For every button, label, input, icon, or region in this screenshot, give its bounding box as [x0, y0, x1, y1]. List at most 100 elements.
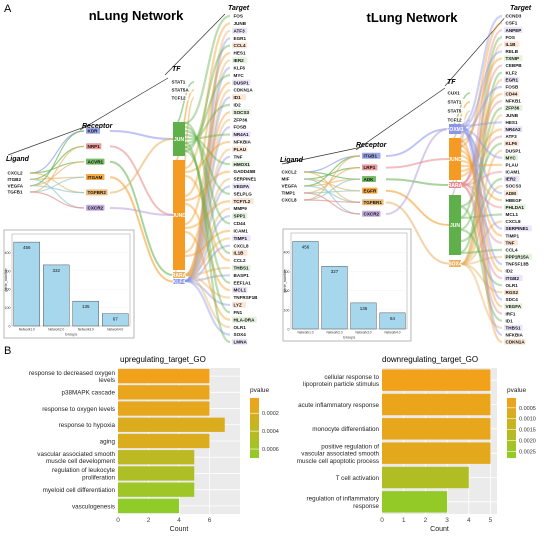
network-link: [460, 228, 503, 287]
target-node-label: IL1B: [234, 251, 245, 256]
network-link: [184, 273, 231, 329]
tlung-gene-number-chart: 0 100 200 300 400 456 Network1.0 327 Network2.0 1…: [282, 228, 412, 342]
ligand-node-box: [280, 182, 299, 189]
target-node-label: RGS2: [506, 290, 519, 295]
go-legend-tick-label: 0.0015: [519, 428, 536, 434]
target-node-box: [504, 90, 520, 97]
network-link: [184, 37, 231, 283]
target-node-label: HBEGF: [506, 198, 522, 203]
target-node-box: [232, 301, 246, 308]
target-node-box: [232, 309, 246, 316]
inset-y-tick-label: 100: [5, 306, 11, 310]
inset-y-tick-label: 0: [288, 328, 290, 332]
hub-node-label: JUND: [172, 213, 186, 219]
target-node-label: OLR1: [506, 283, 519, 288]
target-node-box: [504, 275, 523, 282]
target-node-box: [232, 123, 248, 130]
network-link: [184, 148, 231, 277]
target-node-box: [232, 205, 248, 212]
network-link: [303, 155, 361, 201]
up-go-title: upregulating_target_GO: [120, 355, 206, 364]
network-link: [460, 128, 503, 266]
target-node-box: [504, 41, 520, 48]
go-bar: [118, 498, 179, 514]
network-link: [184, 140, 231, 174]
go-bar: [382, 369, 491, 391]
go-x-tick-label: 4: [177, 517, 181, 524]
go-x-tick-label: 4: [467, 517, 471, 524]
target-node-box: [504, 19, 520, 26]
network-link: [184, 229, 231, 258]
network-link: [385, 158, 450, 169]
go-bar: [382, 418, 491, 440]
receptor-node-label: TGFBR1: [364, 200, 383, 205]
inset-y-tick-label: 300: [284, 270, 290, 274]
target-node-label: RELB: [506, 49, 519, 54]
tf-node-box: [446, 107, 465, 114]
target-node-label: HMOX1: [234, 162, 251, 167]
inset-y-axis-title: gene_number: [283, 269, 287, 293]
go-legend-tick-label: 0.0020: [519, 439, 536, 445]
target-node-label: VEGFA: [506, 304, 522, 309]
inset-x-tick-label: Network4.0: [384, 331, 400, 335]
hub-node-bar: [173, 272, 185, 278]
go-legend-colorbar: [507, 398, 516, 458]
tf-node-box: [446, 116, 465, 123]
target-node-box: [232, 131, 251, 138]
go-x-tick-label: 0: [380, 517, 384, 524]
target-node-label: CCL2: [234, 258, 246, 263]
target-node-box: [232, 138, 254, 145]
target-node-box: [232, 294, 260, 301]
inset-value-label: 135: [82, 304, 90, 309]
network-link: [460, 123, 503, 301]
target-node-label: CCND3: [506, 14, 522, 19]
go-bar: [382, 442, 491, 464]
tf-node-label: TCF12: [448, 118, 462, 123]
receptor-node-box: [86, 189, 108, 196]
network-link: [460, 125, 503, 230]
go-bar: [118, 433, 210, 449]
go-bar: [118, 385, 210, 400]
target-node-label: DUSP1: [506, 148, 522, 153]
hub-node-bar: [173, 160, 185, 270]
target-node-label: CSF1: [506, 21, 518, 26]
network-link: [184, 88, 231, 277]
go-term-label: positive regulation of: [321, 443, 379, 450]
target-node-box: [504, 310, 520, 317]
network-link: [460, 181, 503, 244]
target-node-box: [232, 146, 248, 153]
nlung-sankey-network: JUNJUNDRARAKLF4CXCL2ITGB2VEGFATGFB1KDRNR…: [6, 12, 260, 345]
go-term-label: response to hypoxia: [59, 422, 116, 429]
target-node-label: PLAU: [234, 147, 247, 152]
target-node-label: LMNA: [234, 340, 248, 345]
network-link: [460, 57, 503, 143]
hub-node-bar: [449, 195, 461, 255]
target-node-box: [504, 69, 520, 76]
target-node-label: CDKN1A: [234, 88, 254, 93]
target-node-box: [504, 260, 532, 267]
target-node-box: [232, 116, 251, 123]
target-node-label: ICAM1: [506, 170, 521, 175]
go-x-tick-label: 2: [424, 517, 428, 524]
go-legend-tick-label: 0.0004: [262, 429, 279, 435]
target-node-label: FOS: [506, 35, 515, 40]
network-link: [29, 185, 85, 194]
network-link: [184, 214, 231, 283]
ligand-node-box: [280, 189, 299, 196]
target-node-box: [504, 225, 532, 232]
inset-bar: [13, 241, 40, 327]
network-link: [460, 170, 503, 187]
network-link: [184, 96, 231, 283]
inset-bar: [102, 313, 129, 327]
tf-node-box: [170, 78, 189, 85]
target-node-label: BASP1: [234, 273, 250, 278]
target-node-box: [232, 198, 254, 205]
go-term-label: T cell activation: [336, 475, 380, 482]
target-node-box: [504, 239, 518, 246]
target-node-label: MCL1: [234, 288, 247, 293]
nlung-receptor-label: Receptor: [82, 123, 114, 130]
network-link: [184, 133, 231, 141]
target-node-box: [504, 83, 520, 90]
